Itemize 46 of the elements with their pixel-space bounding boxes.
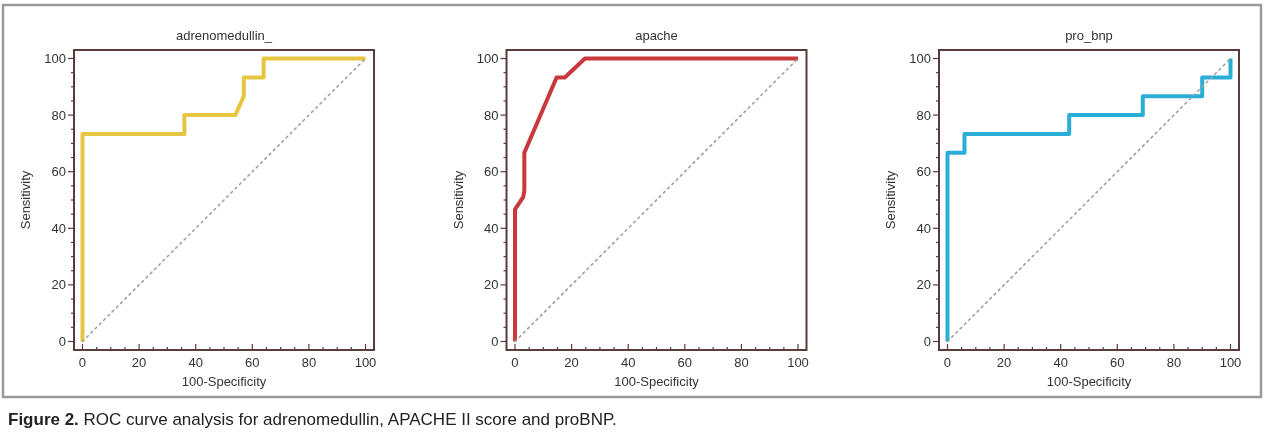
x-tick-label: 0 xyxy=(511,355,519,370)
chart-title: pro_bnp xyxy=(1065,28,1113,43)
x-tick-label: 20 xyxy=(996,355,1012,370)
y-tick-label: 40 xyxy=(916,220,931,236)
y-tick-label: 80 xyxy=(916,107,931,123)
y-tick-label: 100 xyxy=(909,50,931,66)
x-axis-title: 100-Specificity xyxy=(181,374,267,389)
y-axis-title: Sensitivity xyxy=(883,170,898,230)
y-axis-title: Sensitivity xyxy=(18,170,33,230)
y-tick-label: 40 xyxy=(51,220,66,236)
x-tick-label: 40 xyxy=(620,355,636,370)
y-tick-label: 80 xyxy=(51,107,66,123)
x-tick-label: 100 xyxy=(787,355,809,370)
x-tick-label: 100 xyxy=(354,355,377,370)
x-tick-label: 80 xyxy=(301,355,317,370)
x-tick-label: 80 xyxy=(1166,355,1182,370)
x-tick-label: 60 xyxy=(245,355,260,370)
chart-title: apache xyxy=(635,28,678,43)
x-tick-label: 60 xyxy=(677,355,693,370)
y-tick-label: 20 xyxy=(51,277,66,293)
x-tick-label: 20 xyxy=(131,355,147,370)
y-tick-label: 60 xyxy=(916,164,931,180)
x-tick-label: 0 xyxy=(943,355,952,370)
y-tick-label: 60 xyxy=(51,164,66,180)
x-tick-label: 100 xyxy=(1219,355,1242,370)
y-tick-label: 20 xyxy=(916,277,931,293)
x-axis-title: 100-Specificity xyxy=(614,374,700,389)
x-tick-label: 20 xyxy=(564,355,579,370)
x-tick-label: 60 xyxy=(1110,355,1125,370)
y-tick-label: 20 xyxy=(484,277,499,293)
y-tick-label: 80 xyxy=(484,107,499,123)
y-axis-title: Sensitivity xyxy=(450,170,466,230)
y-tick-label: 0 xyxy=(923,334,931,350)
x-tick-label: 40 xyxy=(188,355,203,370)
chart-title: adrenomedullin_ xyxy=(175,28,273,43)
x-tick-label: 0 xyxy=(78,355,87,370)
caption: Figure 2. ROC curve analysis for adrenomedullin, APACHE II score and proBNP. xyxy=(8,410,617,429)
x-tick-label: 80 xyxy=(734,355,749,370)
x-tick-label: 40 xyxy=(1053,355,1068,370)
y-tick-label: 0 xyxy=(58,334,66,350)
y-tick-label: 40 xyxy=(484,220,499,236)
y-tick-label: 100 xyxy=(476,50,499,66)
y-tick-label: 0 xyxy=(491,334,499,350)
y-tick-label: 60 xyxy=(484,164,499,180)
y-tick-label: 100 xyxy=(44,50,66,66)
x-axis-title: 100-Specificity xyxy=(1046,374,1132,389)
